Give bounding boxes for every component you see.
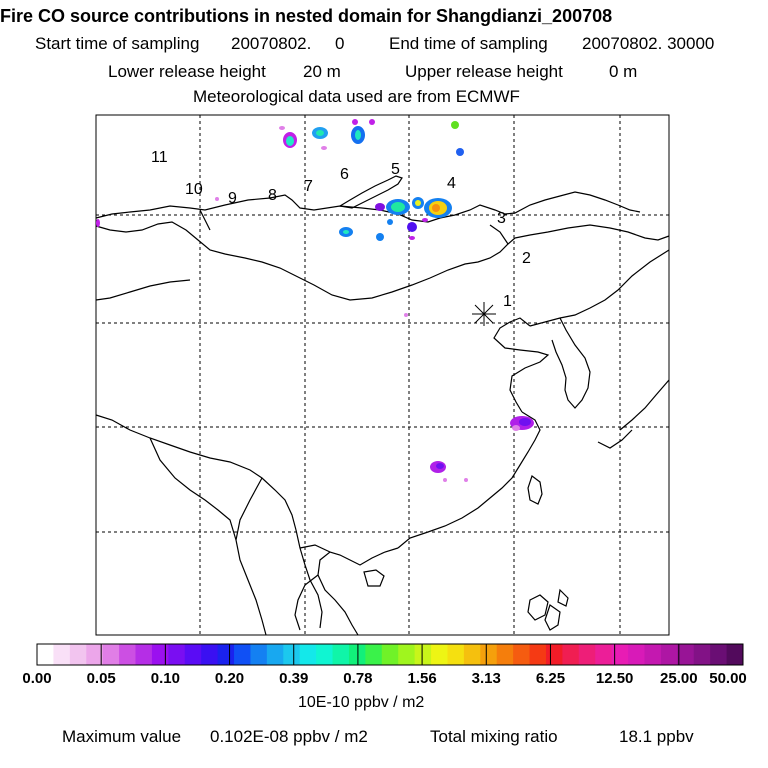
start-time-label: Start time of sampling: [35, 34, 200, 53]
colorbar-swatch: [513, 644, 531, 665]
meteo-note: Meteorological data used are from ECMWF: [193, 87, 520, 106]
colorbar-swatch: [398, 644, 416, 665]
colorbar-tick-label: 1.56: [407, 670, 437, 687]
colorbar-tick-label: 0.10: [150, 670, 180, 687]
trajectory-label: 10: [185, 181, 203, 198]
colorbar-swatch: [102, 644, 120, 665]
colorbar-swatch: [184, 644, 202, 665]
trajectory-label: 1: [503, 293, 512, 310]
colorbar-swatch: [545, 644, 563, 665]
trajectory-label: 6: [340, 166, 349, 183]
colorbar-swatch: [283, 644, 301, 665]
colorbar-swatch: [529, 644, 547, 665]
colorbar-tick-label: 0.78: [343, 670, 373, 687]
trajectory-label: 5: [391, 161, 400, 178]
colorbar-tick-label: 50.00: [709, 670, 747, 687]
colorbar-swatch: [53, 644, 71, 665]
colorbar-swatch: [69, 644, 87, 665]
trajectory-labels: 1 2 3 4 5 6 7 8 9 10 11: [151, 149, 531, 310]
colorbar-swatch: [496, 644, 514, 665]
end-time-value: 20070802. 30000: [582, 34, 715, 53]
coastlines-borders: [95, 175, 670, 636]
colorbar-swatch: [151, 644, 169, 665]
colorbar-swatch: [365, 644, 383, 665]
colorbar-swatch: [201, 644, 219, 665]
lower-release-label: Lower release height: [108, 62, 266, 81]
colorbar-tick-label: 0.20: [214, 670, 245, 687]
trajectory-label: 9: [228, 190, 237, 207]
colorbar-swatch: [217, 644, 235, 665]
end-time-label: End time of sampling: [389, 34, 548, 53]
colorbar-swatch: [332, 644, 350, 665]
colorbar-swatch: [595, 644, 613, 665]
colorbar-swatch: [677, 644, 695, 665]
trajectory-label: 7: [304, 178, 313, 195]
colorbar-swatch: [726, 644, 744, 665]
colorbar-unit: 10E-10 ppbv / m2: [298, 694, 425, 711]
colorbar-swatch: [266, 644, 284, 665]
trajectory-label: 11: [151, 149, 168, 166]
colorbar-swatch: [299, 644, 317, 665]
upper-release-label: Upper release height: [405, 62, 563, 81]
colorbar-swatch: [37, 644, 54, 665]
colorbar-swatch: [86, 644, 104, 665]
colorbar-swatch: [414, 644, 432, 665]
colorbar-swatch: [431, 644, 448, 665]
max-value-label: Maximum value: [62, 727, 182, 746]
max-value: 0.102E-08 ppbv / m2: [210, 727, 368, 746]
colorbar: [36, 643, 744, 666]
fire-plumes: [96, 119, 534, 482]
colorbar-tick-label: 0.00: [22, 670, 52, 687]
lower-release-value: 20 m: [303, 62, 341, 81]
colorbar-swatch: [693, 644, 711, 665]
colorbar-swatch: [644, 644, 662, 665]
colorbar-swatch: [381, 644, 399, 665]
colorbar-tick-label: 0.05: [86, 670, 116, 687]
colorbar-swatch: [119, 644, 137, 665]
colorbar-swatch: [578, 644, 596, 665]
trajectory-label: 3: [497, 210, 506, 227]
colorbar-swatch: [316, 644, 334, 665]
start-time-value: 20070802. 0: [231, 34, 345, 53]
trajectory-label: 2: [522, 250, 531, 267]
colorbar-swatch: [250, 644, 268, 665]
colorbar-swatch: [463, 644, 481, 665]
colorbar-tick-label: 12.50: [595, 670, 634, 687]
total-mixing-value: 18.1 ppbv: [619, 727, 694, 746]
trajectory-label: 8: [268, 187, 277, 204]
receptor-asterisk: [472, 302, 496, 326]
colorbar-tick-label: 6.25: [535, 670, 566, 687]
colorbar-swatch: [611, 644, 629, 665]
colorbar-swatch: [562, 644, 580, 665]
colorbar-swatch: [234, 644, 251, 665]
colorbar-swatch: [168, 644, 186, 665]
map-frame: [95, 114, 670, 636]
colorbar-swatch: [710, 644, 728, 665]
colorbar-tick-label: 25.00: [660, 670, 698, 687]
colorbar-swatch: [628, 644, 645, 665]
upper-release-value: 0 m: [609, 62, 638, 81]
total-mixing-label: Total mixing ratio: [430, 727, 558, 746]
colorbar-swatch: [480, 644, 498, 665]
colorbar-tick-label: 0.39: [279, 670, 309, 687]
chart-title: Fire CO source contributions in nested d…: [0, 6, 613, 26]
colorbar-swatch: [135, 644, 153, 665]
colorbar-swatch: [660, 644, 678, 665]
trajectory-label: 4: [447, 175, 456, 192]
colorbar-tick-label: 3.13: [471, 670, 501, 687]
colorbar-swatch: [447, 644, 465, 665]
